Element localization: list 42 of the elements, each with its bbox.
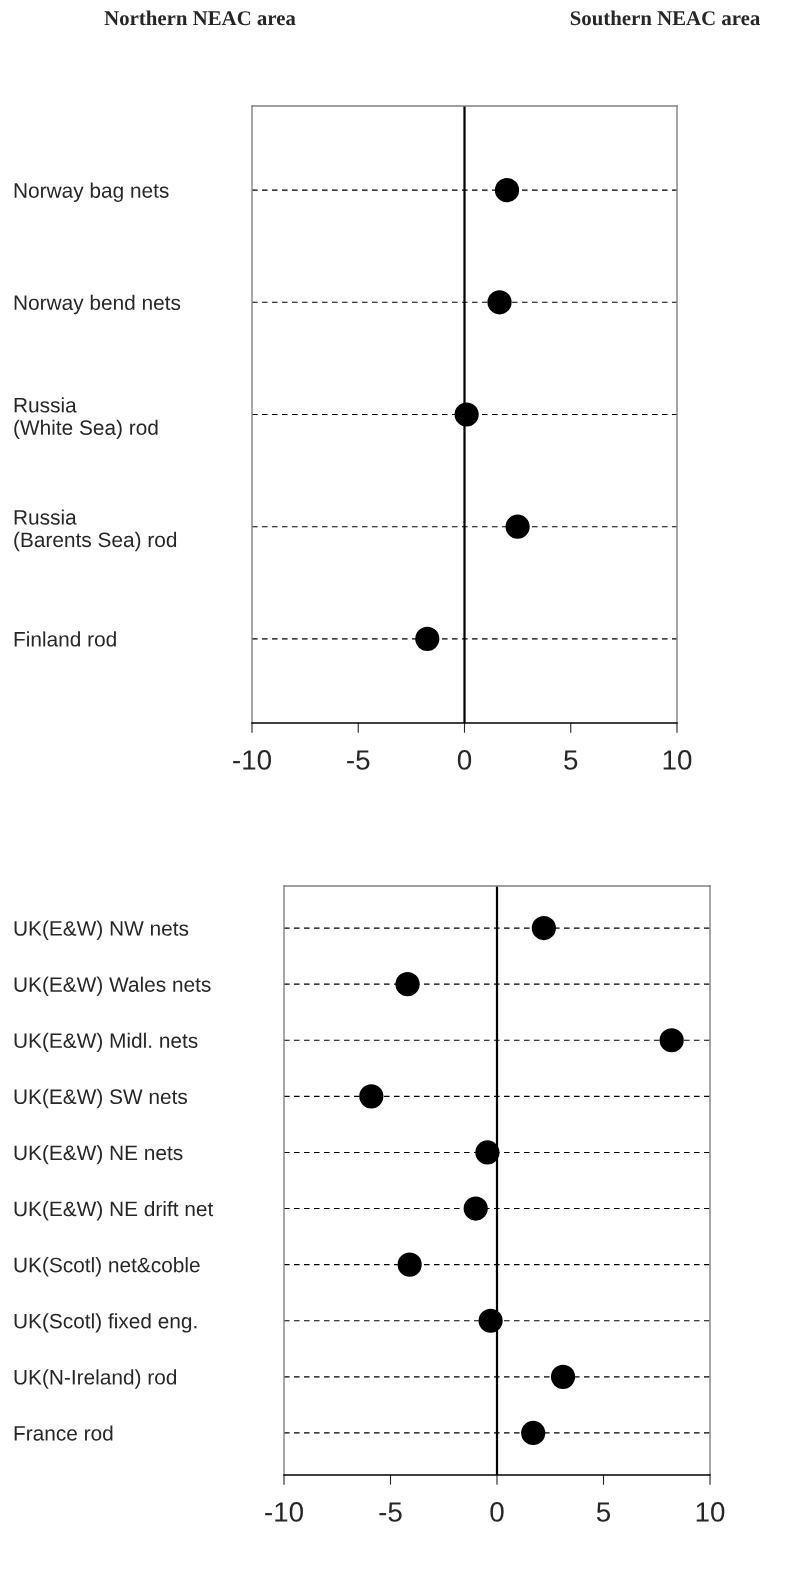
point [487,290,512,315]
point [659,1028,684,1053]
y-tick-label: UK(Scotl) net&coble [14,1257,200,1277]
y-tick-label: Finland rod [14,631,116,647]
x-tick-label: 10 [696,1502,725,1522]
x-tick-label: 5 [564,750,578,770]
point [359,1084,384,1109]
point [478,1308,503,1333]
y-tick-label: Norway bag nets [14,182,169,203]
y-tick-label: UK(E&W) Midl. nets [14,1032,198,1053]
point [521,1420,546,1446]
point [415,626,440,651]
y-tick-label: UK(N-Ireland) rod [14,1369,177,1389]
text: Northern NEAC area [104,10,296,26]
point [397,1252,422,1277]
point [475,1140,500,1165]
y-tick-label: UK(E&W) NE drift net [14,1201,214,1221]
y-tick-label: Russia (Barents Sea) rod [14,509,177,552]
point [505,514,530,539]
point [454,402,479,427]
x-tick-label: -10 [265,1502,303,1522]
y-tick-label: UK(E&W) SW nets [14,1088,188,1109]
y-tick-label: UK(E&W) NE nets [14,1144,183,1165]
point [531,915,556,941]
x-tick-label: -10 [233,750,271,770]
y-tick-label: UK(Scotl) fixed eng. [14,1313,197,1333]
y-tick-label: France rod [14,1425,113,1441]
x-tick-label: -5 [379,1502,402,1522]
point [550,1364,576,1389]
x-tick-label: 10 [663,750,692,770]
y-tick-label: Norway bend nets [14,294,181,315]
x-tick-label: -5 [347,750,370,770]
y-tick-label: Russia (White Sea) rod [14,397,158,440]
x-tick-label: 5 [596,1502,611,1522]
x-tick-label: 0 [490,1502,504,1522]
point [494,178,520,203]
y-tick-label: UK(E&W) Wales nets [14,976,211,997]
point [463,1196,488,1221]
y-tick-label: UK(E&W) NW nets [14,920,189,940]
text: Southern NEAC area [570,10,760,26]
point [395,972,420,997]
x-tick-label: 0 [457,750,472,770]
